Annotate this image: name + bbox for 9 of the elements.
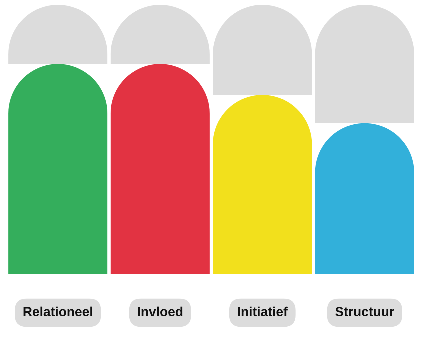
bar [315,5,414,124]
x-tick-label: Structuur [336,307,394,317]
x-tick-label: Invloed [138,306,183,317]
bar [8,64,108,274]
bar [110,64,210,274]
bar [213,95,312,274]
x-tick-label: Initiatief [238,306,288,317]
x-tick-label: Relationeel [24,306,92,317]
bar [315,123,414,274]
